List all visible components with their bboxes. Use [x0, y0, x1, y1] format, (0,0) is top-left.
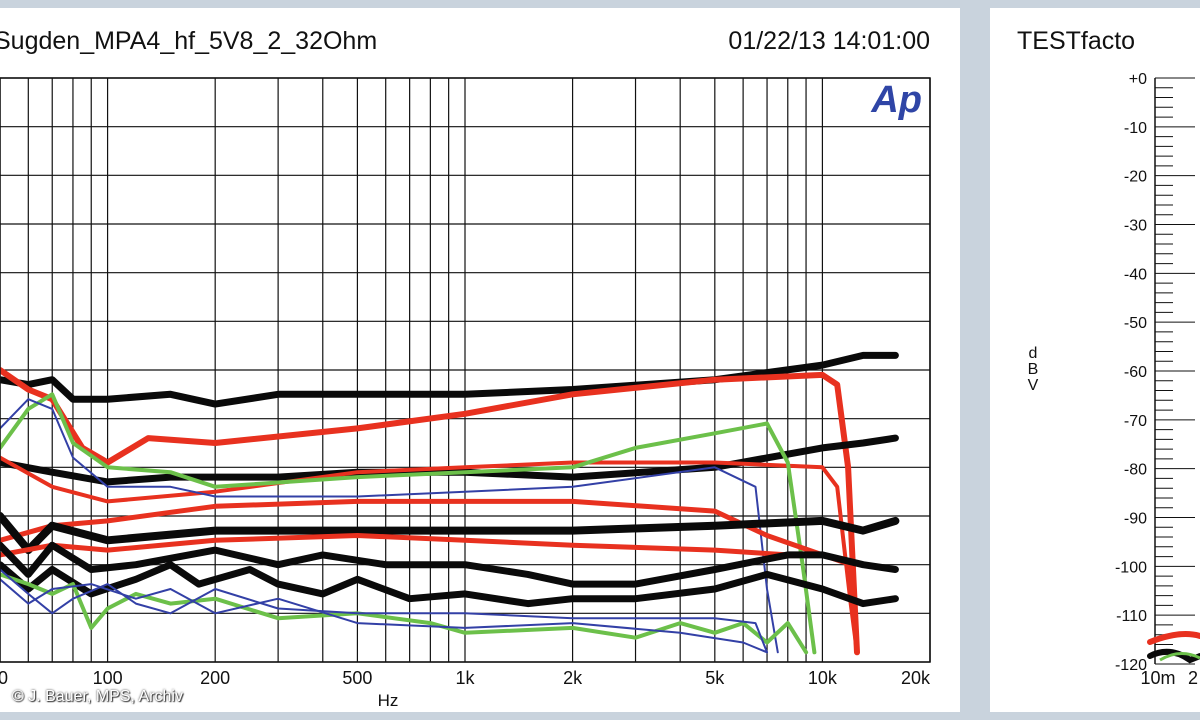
y-tick-label: -30 — [1124, 218, 1147, 235]
series-line-red-4 — [0, 455, 859, 655]
x-tick-label: 10k — [808, 668, 838, 688]
series-line-green-right — [1159, 652, 1200, 662]
x-tick-label: 20k — [901, 668, 931, 688]
x-axis-label: Hz — [378, 691, 399, 710]
y-tick-label: -20 — [1124, 169, 1147, 186]
y-axis-label-letter: B — [1028, 361, 1039, 378]
series-line-black-1 — [0, 351, 899, 408]
frequency-response-chart: Sugden_MPA4_hf_5V8_2_32Ohm 01/22/13 14:0… — [0, 27, 931, 710]
series-line-green-5 — [0, 392, 817, 655]
series-line-black-10 — [0, 541, 899, 588]
chart-series-group — [0, 351, 900, 656]
y-tick-label: -90 — [1124, 511, 1147, 528]
y-tick-label: -100 — [1115, 559, 1147, 576]
y-tick-label: -60 — [1124, 364, 1147, 381]
x-tick-labels-right: 10m 2 — [1140, 668, 1198, 688]
chart-title-right: TESTfacto — [1017, 27, 1135, 55]
dbv-chart: TESTfacto +0 -10 -20 -30 -40 -50 -60 -70 -80 -90 -… — [1017, 27, 1200, 688]
series-line-blue-13 — [0, 568, 768, 654]
x-tick-label: 2k — [563, 668, 583, 688]
series-line-black-8 — [0, 512, 900, 555]
photo-credit: © J. Bauer, MPS, Archiv — [12, 688, 183, 705]
x-tick-label-right: 10m — [1140, 668, 1175, 688]
x-tick-label: 0 — [0, 668, 8, 688]
y-axis: +0 -10 -20 -30 -40 -50 -60 -70 -80 -90 -100 -110 -12… — [1115, 71, 1195, 674]
x-tick-label: 200 — [200, 668, 230, 688]
y-tick-label: -110 — [1116, 608, 1147, 625]
plot-frame — [0, 77, 931, 663]
y-tick-label: -40 — [1124, 266, 1147, 283]
x-tick-labels: 0 100 200 500 1k 2k 5k 10k 20k — [0, 668, 931, 688]
y-axis-label-letter: d — [1029, 345, 1038, 362]
ap-logo: Ap — [870, 79, 922, 121]
series-line-black-right — [1147, 648, 1200, 664]
series-line-blue-6 — [0, 398, 779, 654]
chart-panel-right: TESTfacto +0 -10 -20 -30 -40 -50 -60 -70 -80 -90 -… — [990, 8, 1200, 712]
chart-panel-left: Sugden_MPA4_hf_5V8_2_32Ohm 01/22/13 14:0… — [0, 8, 960, 712]
y-tick-label: -80 — [1124, 462, 1147, 479]
y-tick-label: -70 — [1124, 413, 1147, 430]
y-tick-label: -120 — [1115, 657, 1147, 674]
y-axis-label-letter: V — [1028, 377, 1039, 394]
x-tick-label-right: 2 — [1188, 668, 1198, 688]
y-axis-label: dBV — [1028, 345, 1039, 394]
y-tick-label: -10 — [1124, 120, 1147, 137]
chart-series-group-right — [1147, 631, 1200, 664]
chart-timestamp: 01/22/13 14:01:00 — [728, 27, 930, 55]
x-tick-label: 1k — [455, 668, 475, 688]
chart-title: Sugden_MPA4_hf_5V8_2_32Ohm — [0, 27, 377, 55]
x-tick-label: 100 — [93, 668, 123, 688]
series-line-red-right — [1147, 631, 1200, 645]
y-tick-label: +0 — [1129, 71, 1147, 88]
y-tick-label: -50 — [1124, 315, 1147, 332]
x-tick-label: 500 — [342, 668, 372, 688]
series-line-blue-14 — [0, 578, 768, 654]
series-line-red-9 — [0, 533, 825, 558]
x-tick-label: 5k — [705, 668, 725, 688]
series-line-red-2 — [0, 367, 860, 656]
